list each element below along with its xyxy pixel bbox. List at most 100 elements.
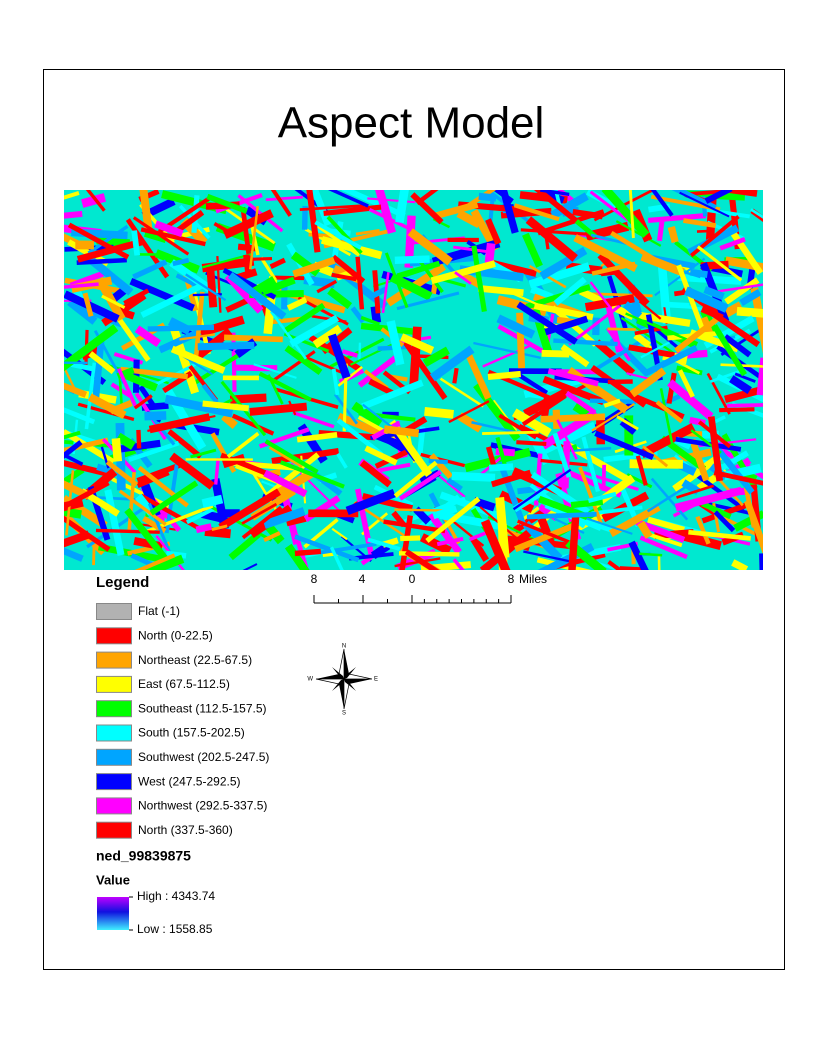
raster-patch — [560, 344, 590, 368]
compass-n: N — [342, 644, 346, 650]
raster-patch — [132, 259, 168, 280]
raster-patch — [729, 190, 758, 197]
aspect-raster — [64, 190, 763, 570]
raster-patch — [241, 502, 278, 525]
raster-patch — [345, 489, 396, 515]
scale-label: 8 — [311, 572, 318, 586]
raster-patch — [398, 469, 442, 501]
raster-patch — [292, 411, 335, 429]
raster-patch — [158, 328, 202, 354]
raster-patch — [537, 209, 605, 236]
raster-patch — [528, 262, 591, 289]
raster-patch — [201, 253, 252, 269]
raster-patch — [521, 394, 567, 427]
raster-patch — [262, 507, 306, 529]
raster-patch — [424, 407, 454, 419]
raster-patch — [674, 486, 743, 512]
raster-patch — [706, 372, 731, 415]
raster-patch — [661, 301, 690, 309]
raster-patch — [84, 362, 97, 430]
raster-patch — [642, 445, 669, 468]
raster-patch — [378, 434, 407, 454]
raster-patch — [389, 273, 433, 301]
map-title: Aspect Model — [278, 99, 545, 148]
layer-name: ned_99839875 — [96, 848, 191, 864]
scale-bar: 8 4 0 8 Miles — [311, 572, 547, 604]
raster-patch — [269, 257, 286, 270]
raster-patch — [567, 446, 612, 453]
raster-patch — [432, 505, 458, 520]
raster-patch — [355, 228, 380, 236]
raster-patch — [64, 324, 119, 372]
raster-patch — [397, 515, 414, 570]
raster-patch — [736, 306, 763, 319]
raster-patch — [396, 260, 441, 279]
raster-patch — [175, 273, 198, 288]
raster-patch — [593, 190, 657, 222]
raster-patch — [471, 245, 487, 312]
raster-patch — [486, 258, 537, 277]
raster-patch — [237, 194, 284, 233]
raster-patch — [639, 535, 688, 560]
raster-patch — [238, 563, 258, 570]
raster-patch — [314, 220, 362, 250]
raster-patch — [711, 282, 763, 294]
raster-patch — [92, 334, 105, 399]
raster-patch — [388, 374, 408, 382]
raster-patch — [355, 256, 365, 310]
raster-patch — [206, 193, 248, 214]
raster-patch — [64, 290, 120, 323]
raster-patch — [679, 191, 730, 218]
raster-patch — [533, 302, 594, 321]
raster-patch — [707, 308, 761, 348]
raster-patch — [101, 294, 126, 309]
raster-patch — [261, 276, 296, 296]
raster-patch — [400, 333, 435, 355]
raster-patch — [490, 469, 532, 488]
raster-patch — [75, 240, 94, 250]
legend-label: North (337.5-360) — [138, 823, 233, 837]
raster-patch — [400, 535, 421, 542]
raster-patch — [726, 402, 763, 408]
raster-patch — [169, 452, 215, 490]
raster-patch — [368, 207, 414, 232]
raster-patch — [525, 216, 578, 262]
raster-patch — [284, 302, 326, 333]
raster-patch — [713, 510, 736, 533]
raster-patch — [487, 370, 522, 380]
raster-patch — [76, 257, 127, 265]
raster-patch — [615, 220, 662, 247]
raster-patch — [425, 496, 481, 543]
legend-label: Southwest (202.5-247.5) — [138, 750, 269, 764]
raster-patch — [429, 345, 475, 382]
raster-patch — [629, 367, 667, 398]
raster-patch — [688, 529, 751, 541]
raster-patch — [167, 429, 203, 459]
raster-patch — [756, 357, 763, 396]
raster-patch — [216, 256, 222, 313]
raster-patch — [573, 513, 633, 535]
raster-patch — [464, 351, 492, 400]
raster-patch — [724, 277, 760, 305]
raster-patch — [136, 190, 153, 233]
raster-patch — [485, 218, 502, 245]
raster-patch — [117, 367, 138, 409]
raster-patch — [82, 292, 94, 317]
raster-patch — [713, 470, 763, 489]
raster-patch — [433, 201, 479, 220]
raster-patch — [655, 400, 684, 424]
raster-patch — [231, 413, 275, 436]
page-frame — [43, 69, 785, 970]
raster-patch — [201, 383, 219, 404]
raster-patch — [193, 291, 205, 358]
raster-patch — [573, 234, 638, 272]
raster-patch — [64, 191, 80, 203]
raster-patch — [496, 314, 536, 339]
raster-patch — [564, 468, 622, 498]
raster-patch — [667, 379, 714, 420]
raster-patch — [283, 332, 330, 353]
raster-patch — [327, 287, 353, 310]
raster-patch — [134, 325, 162, 348]
raster-patch — [132, 216, 190, 256]
